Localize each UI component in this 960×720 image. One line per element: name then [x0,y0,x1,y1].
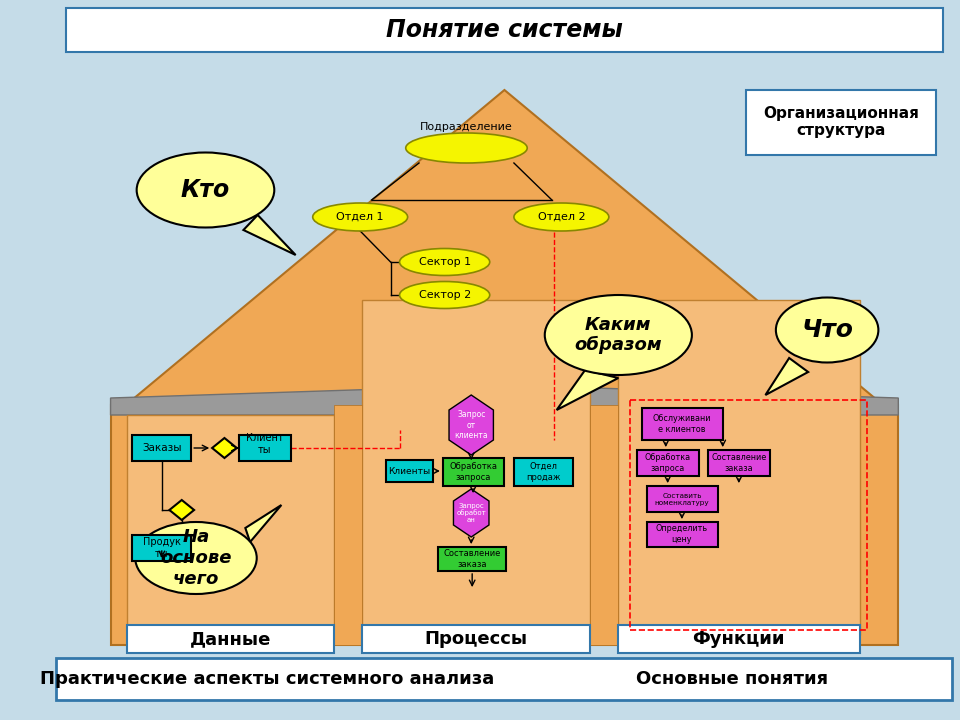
Bar [334,405,362,645]
Bar [132,435,191,461]
Bar [630,400,867,630]
Bar [362,300,589,635]
Text: Данные: Данные [189,630,271,648]
Text: Отдел 2: Отдел 2 [538,212,586,222]
Text: Кто: Кто [180,178,230,202]
Text: Отдел 1: Отдел 1 [336,212,384,222]
Bar [618,300,860,635]
Text: Обслуживани
е клиентов: Обслуживани е клиентов [653,414,711,433]
Polygon shape [212,438,237,458]
Ellipse shape [776,297,878,362]
Bar [127,415,334,635]
Text: Процессы: Процессы [424,630,528,648]
Bar [647,522,718,547]
Ellipse shape [399,282,490,308]
Bar [127,625,334,653]
Bar [618,625,860,653]
Polygon shape [449,395,493,455]
Ellipse shape [136,153,275,228]
Text: На
основе
чего: На основе чего [160,528,231,588]
Ellipse shape [406,133,527,163]
Polygon shape [169,500,194,520]
Text: Запрос
обработ
ан: Запрос обработ ан [456,503,486,523]
Bar [637,450,699,476]
Text: Каким
образом: Каким образом [574,315,662,354]
Text: Запрос
от
клиента: Запрос от клиента [454,410,488,440]
Bar [362,625,589,653]
Text: Сектор 1: Сектор 1 [419,257,470,267]
Bar [708,450,770,476]
Text: Определить
цену: Определить цену [656,524,708,544]
Polygon shape [765,358,808,395]
Bar [647,486,718,512]
Text: Подразделение: Подразделение [420,122,513,132]
Text: Отдел
продаж: Отдел продаж [526,462,561,482]
Bar [514,458,573,486]
Polygon shape [246,505,281,542]
Text: Понятие системы: Понятие системы [386,18,623,42]
Bar [132,535,191,561]
Text: Клиенты: Клиенты [389,467,431,475]
Ellipse shape [399,248,490,276]
Text: Сектор 2: Сектор 2 [419,290,470,300]
Bar [438,547,506,571]
Bar [239,435,291,461]
Text: Составить
номенклатуру: Составить номенклатуру [655,492,709,505]
Polygon shape [244,215,296,255]
Text: Что: Что [802,318,853,342]
Text: Обработка
запроса: Обработка запроса [644,454,691,473]
Text: Продук
ты: Продук ты [143,537,180,559]
Polygon shape [557,370,618,410]
Bar [589,405,618,645]
Text: Функции: Функции [692,630,785,648]
Ellipse shape [313,203,408,231]
Bar [57,658,952,700]
Text: Составление
заказа: Составление заказа [711,454,766,473]
Bar [386,460,433,482]
Bar [66,8,943,52]
Text: Практические аспекты системного анализа: Практические аспекты системного анализа [40,670,494,688]
Ellipse shape [514,203,609,231]
Text: Составление
заказа: Составление заказа [444,549,501,569]
Text: Клиент
ты: Клиент ты [246,433,283,455]
Polygon shape [453,489,489,537]
Ellipse shape [544,295,692,375]
Ellipse shape [135,522,256,594]
Bar [642,408,723,440]
Text: Заказы: Заказы [142,443,181,453]
Polygon shape [134,90,875,398]
Text: Организационная
структура: Организационная структура [763,106,920,138]
Bar [110,405,899,645]
Bar [443,458,504,486]
Polygon shape [110,385,899,415]
Text: Основные понятия: Основные понятия [636,670,828,688]
Text: Обработка
запроса: Обработка запроса [449,462,497,482]
Bar [747,90,936,155]
